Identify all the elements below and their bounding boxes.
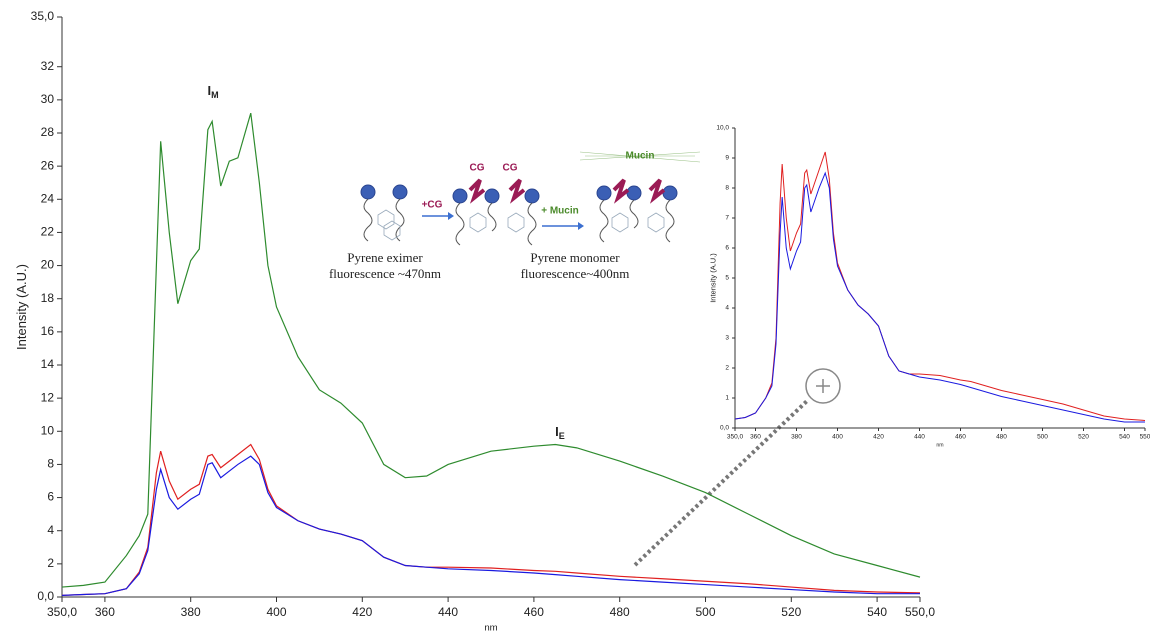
y-tick-label: 14 (41, 357, 55, 371)
data-line (735, 173, 1145, 422)
x-axis-label: nm (484, 623, 497, 634)
annotation: IM (207, 83, 218, 100)
y-tick-label: 0,0 (37, 589, 54, 603)
diagram-caption: Pyrene eximer (347, 250, 423, 265)
y-tick-label: 20 (41, 258, 55, 272)
diagram-caption: fluorescence ~470nm (329, 266, 441, 281)
x-tick-label: 440 (438, 605, 458, 619)
x-tick-label: 420 (352, 605, 372, 619)
y-tick-label: 32 (41, 59, 55, 73)
y-tick-label: 35,0 (31, 9, 55, 23)
y-tick-label: 1 (725, 395, 729, 402)
x-tick-label: 480 (996, 434, 1007, 441)
x-tick-label: 480 (610, 605, 630, 619)
x-tick-label: 380 (181, 605, 201, 619)
x-axis-label: nm (936, 442, 943, 448)
x-tick-label: 350,0 (727, 434, 744, 441)
diagram-label: CG (503, 163, 518, 174)
y-axis-label: Intensity (A.U.) (14, 264, 29, 350)
y-tick-label: 6 (725, 245, 729, 252)
diagram-label: CG (470, 163, 485, 174)
x-tick-label: 400 (832, 434, 843, 441)
x-tick-label: 540 (867, 605, 887, 619)
diagram-label: + Mucin (541, 206, 579, 217)
y-tick-label: 3 (725, 335, 729, 342)
diagram-caption: fluorescence~400nm (521, 266, 630, 281)
y-tick-label: 10,0 (716, 125, 729, 132)
y-tick-label: 4 (725, 305, 729, 312)
y-tick-label: 4 (47, 523, 54, 537)
diagram-label: +CG (422, 200, 443, 211)
y-tick-label: 24 (41, 191, 55, 205)
y-tick-label: 9 (725, 155, 729, 162)
y-tick-label: 18 (41, 291, 55, 305)
x-tick-label: 400 (266, 605, 286, 619)
y-tick-label: 2 (47, 556, 54, 570)
diagram-label: Mucin (626, 151, 655, 162)
annotation-subscript: E (559, 431, 565, 441)
data-line (62, 445, 920, 596)
data-line (62, 456, 920, 595)
x-tick-label: 360 (750, 434, 761, 441)
x-tick-label: 500 (1037, 434, 1048, 441)
y-tick-label: 26 (41, 158, 55, 172)
diagram: +CG CG CG + Mucin Mucin Pyrene eximer fl… (329, 151, 700, 281)
x-tick-label: 420 (873, 434, 884, 441)
y-tick-label: 8 (47, 457, 54, 471)
diagram-caption: Pyrene monomer (530, 250, 620, 265)
x-tick-label: 520 (781, 605, 801, 619)
chart: +CG CG CG + Mucin Mucin Pyrene eximer fl… (0, 0, 1150, 635)
y-tick-label: 30 (41, 92, 55, 106)
y-axis-label: Intensity (A.U.) (709, 253, 718, 303)
annotation-subscript: M (211, 90, 219, 100)
y-tick-label: 6 (47, 490, 54, 504)
y-tick-label: 0,0 (720, 425, 729, 432)
x-tick-label: 460 (955, 434, 966, 441)
x-tick-label: 350,0 (47, 605, 77, 619)
y-tick-label: 10 (41, 423, 55, 437)
y-tick-label: 16 (41, 324, 55, 338)
y-tick-label: 2 (725, 365, 729, 372)
x-tick-label: 460 (524, 605, 544, 619)
x-tick-label: 380 (791, 434, 802, 441)
x-tick-label: 360 (95, 605, 115, 619)
y-tick-label: 7 (725, 215, 729, 222)
y-tick-label: 22 (41, 225, 55, 239)
data-line (62, 113, 920, 587)
y-tick-label: 12 (41, 390, 55, 404)
x-tick-label: 500 (695, 605, 715, 619)
x-tick-label: 550 (1140, 434, 1150, 441)
y-tick-label: 5 (725, 275, 729, 282)
x-tick-label: 440 (914, 434, 925, 441)
y-tick-label: 8 (725, 185, 729, 192)
x-tick-label: 540 (1119, 434, 1130, 441)
y-tick-label: 28 (41, 125, 55, 139)
annotation: IE (555, 424, 565, 441)
x-tick-label: 550,0 (905, 605, 935, 619)
x-tick-label: 520 (1078, 434, 1089, 441)
